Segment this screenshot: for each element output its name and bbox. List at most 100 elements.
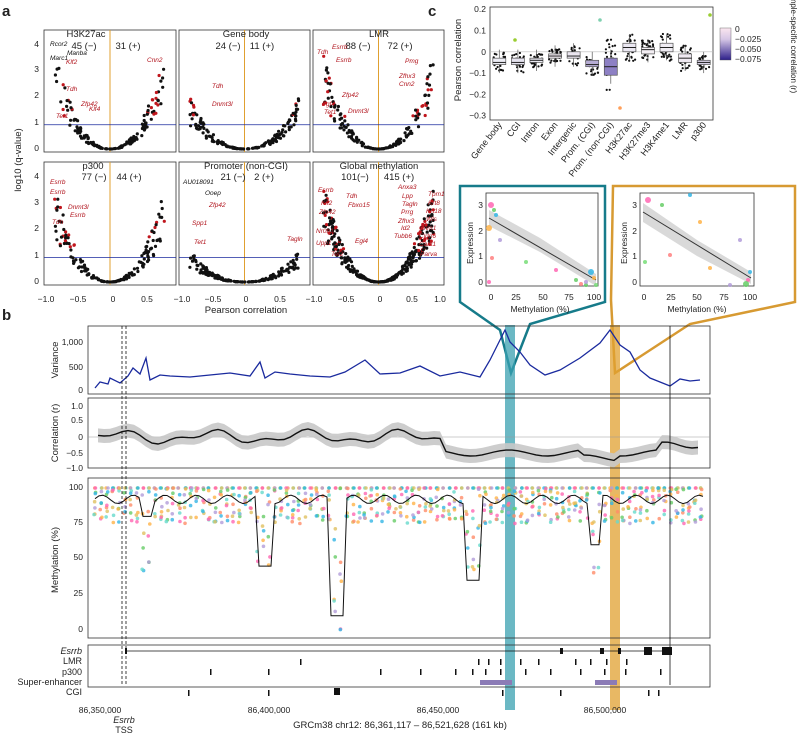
variance-line [94, 328, 701, 389]
methylation-point [177, 511, 182, 515]
a-xtick: 1.0 [434, 294, 446, 304]
c-point [532, 66, 535, 69]
cgi-mark [268, 690, 270, 696]
volcano-point [93, 144, 97, 148]
c-point [573, 49, 576, 52]
volcano-point [112, 147, 116, 151]
methylation-point [188, 503, 193, 508]
inset2-axes [639, 192, 755, 287]
methylation-point [435, 517, 439, 522]
c-point [511, 54, 514, 57]
methylation-point [512, 514, 516, 518]
methylation-point [560, 486, 564, 490]
volcano-point [426, 75, 430, 79]
methylation-point [513, 521, 517, 526]
volcano-point [334, 247, 338, 251]
methylation-point [441, 486, 445, 490]
methylation-point [452, 508, 457, 512]
methylation-point [682, 521, 686, 526]
methylation-point [136, 486, 140, 490]
c-point [532, 62, 535, 65]
methylation-point [591, 486, 596, 490]
lmr-mark [500, 659, 502, 665]
methylation-point [567, 518, 572, 523]
c-point [698, 64, 701, 67]
volcano-point [420, 226, 424, 230]
volcano-point [266, 139, 271, 143]
volcano-point [295, 257, 299, 261]
methylation-point [140, 567, 144, 572]
volcano-point [191, 113, 195, 117]
methylation-point [320, 486, 325, 490]
methylation-point [201, 487, 206, 492]
methylation-point [164, 519, 169, 524]
volcano-point [429, 88, 433, 92]
methylation-point [387, 506, 391, 511]
volcano-point [359, 141, 363, 145]
a-ytick-top-0: 0 [34, 143, 39, 153]
volcano-point [383, 146, 387, 150]
volcano-point [151, 238, 155, 243]
volcano-point [428, 229, 433, 233]
volcano-point [340, 262, 344, 266]
methylation-point [386, 497, 391, 502]
methylation-point [231, 519, 235, 524]
volcano-point [325, 66, 329, 70]
a-xtick: 0 [244, 294, 249, 304]
methylation-point [338, 627, 343, 632]
methylation-point [567, 502, 572, 506]
volcano-point [360, 274, 364, 278]
methylation-point [129, 518, 134, 523]
methylation-point [386, 510, 390, 514]
c-point [668, 34, 672, 37]
volcano-point [79, 136, 84, 140]
methylation-point [519, 494, 524, 498]
methylation-point [466, 565, 470, 569]
methylation-point [662, 498, 666, 503]
volcano-point [250, 280, 254, 284]
volcano-point [335, 253, 339, 257]
volcano-point [144, 121, 148, 125]
volcano-point [203, 266, 207, 271]
c-point [605, 88, 608, 91]
methylation-point [320, 518, 325, 522]
methylation-point [297, 486, 302, 490]
methylation-point [327, 493, 331, 497]
inset-point [494, 213, 498, 217]
methylation-point [327, 498, 331, 502]
methylation-point [278, 513, 283, 517]
gene-label: Esrrb [336, 57, 352, 64]
c-point [559, 51, 562, 54]
c-point [518, 65, 522, 68]
c-point [522, 55, 525, 58]
methylation-point [256, 515, 260, 520]
methylation-point [183, 487, 188, 491]
methylation-point [171, 491, 175, 496]
volcano-point [264, 276, 268, 280]
methylation-point [386, 502, 391, 507]
methylation-point [296, 491, 301, 496]
volcano-point [159, 102, 163, 106]
volcano-point [198, 125, 202, 130]
p300-mark [660, 669, 662, 675]
methylation-point [591, 529, 595, 534]
volcano-point [326, 239, 331, 243]
volcano-point [344, 252, 348, 256]
methylation-point [519, 520, 524, 524]
methylation-point [242, 486, 247, 490]
volcano-point [75, 125, 79, 129]
methylation-point [212, 495, 217, 500]
volcano-point [243, 280, 247, 284]
c-point [541, 53, 544, 56]
methylation-point [260, 524, 265, 528]
p300-mark [210, 669, 212, 675]
volcano-point [63, 86, 67, 90]
gene-label: Klf2 [321, 200, 333, 207]
methylation-point [530, 486, 535, 490]
methylation-point [470, 565, 475, 569]
volcano-point [67, 242, 71, 246]
methylation-point [560, 492, 564, 496]
correlation-label: Correlation (r) [50, 404, 61, 463]
methylation-point [411, 518, 416, 522]
methylation-point [410, 488, 414, 493]
